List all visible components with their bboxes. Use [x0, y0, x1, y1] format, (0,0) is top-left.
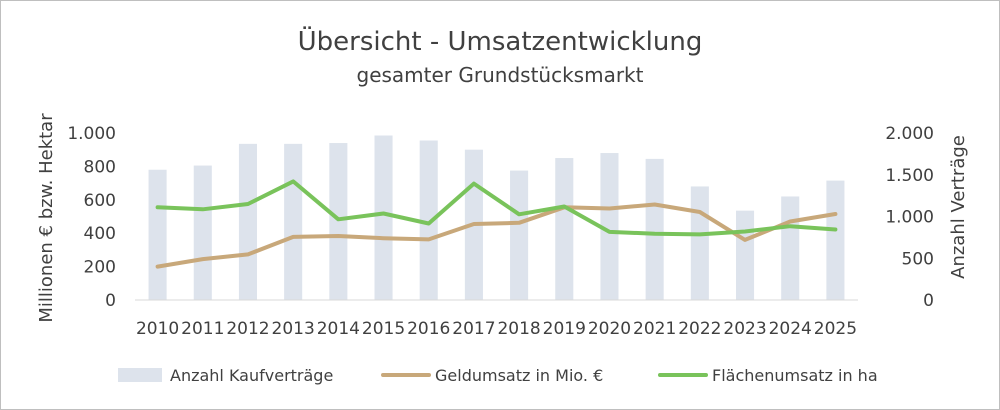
x-tick-label: 2013 [272, 319, 315, 339]
right-axis-title: Anzahl Verträge [948, 135, 969, 279]
x-tick-label: 2014 [317, 319, 360, 339]
bar-2016 [419, 140, 438, 300]
x-tick-label: 2018 [497, 319, 540, 339]
chart-subtitle: gesamter Grundstücksmarkt [357, 63, 644, 87]
left-tick-label: 800 [84, 157, 116, 177]
line-series-1 [155, 202, 838, 269]
lines-layer [155, 179, 838, 269]
x-tick-label: 2010 [136, 319, 179, 339]
bar-2022 [690, 186, 709, 300]
legend-swatch-bar [118, 368, 162, 382]
bar-2013 [284, 143, 303, 300]
bar-2023 [735, 210, 755, 300]
bar-2015 [374, 135, 393, 300]
x-tick-label: 2024 [769, 319, 812, 339]
line-series-2 [155, 179, 838, 237]
legend: Anzahl Kaufverträge Geldumsatz in Mio. € F… [118, 366, 878, 385]
x-tick-label: 2021 [633, 319, 676, 339]
bar-2018 [510, 170, 529, 300]
bar-2025 [826, 180, 845, 300]
x-tick-label: 2011 [181, 319, 224, 339]
x-tick-label: 2012 [226, 319, 269, 339]
x-tick-label: 2023 [723, 319, 766, 339]
bar-2019 [555, 158, 574, 300]
x-tick-label: 2016 [407, 319, 450, 339]
bar-2014 [329, 143, 348, 300]
bar-2012 [238, 143, 258, 300]
left-tick-label: 1.000 [67, 124, 116, 144]
x-tick-label: 2015 [362, 319, 405, 339]
chart-title: Übersicht - Umsatzentwicklung [298, 25, 703, 57]
bar-2010 [148, 169, 167, 300]
left-tick-label: 200 [84, 258, 116, 278]
right-tick-label: 500 [902, 249, 934, 269]
left-axis-ticks: 0 200 400 600 800 1.000 [67, 124, 116, 311]
x-tick-label: 2017 [452, 319, 495, 339]
right-tick-label: 2.000 [885, 124, 934, 144]
x-tick-label: 2025 [814, 319, 857, 339]
bar-2020 [600, 153, 619, 300]
bar-2011 [193, 165, 212, 300]
right-tick-label: 1.000 [885, 208, 934, 228]
bar-2024 [781, 196, 800, 300]
left-tick-label: 0 [105, 291, 116, 311]
x-tick-label: 2022 [678, 319, 721, 339]
left-tick-label: 400 [84, 224, 116, 244]
x-tick-label: 2019 [543, 319, 586, 339]
legend-label: Geldumsatz in Mio. € [435, 366, 603, 385]
bar-2021 [645, 158, 664, 300]
right-tick-label: 0 [923, 291, 934, 311]
x-tick-label: 2020 [588, 319, 631, 339]
x-axis-ticks: 2010 2011 2012 2013 2014 2015 2016 2017 2018 2019… [136, 319, 857, 339]
left-axis-title: Millionen € bzw. Hektar [36, 113, 57, 323]
right-axis-ticks: 0 500 1.000 1.500 2.000 [885, 124, 934, 311]
left-tick-label: 600 [84, 191, 116, 211]
right-tick-label: 1.500 [885, 166, 934, 186]
legend-label: Flächenumsatz in ha [712, 366, 878, 385]
legend-label: Anzahl Kaufverträge [170, 366, 333, 385]
